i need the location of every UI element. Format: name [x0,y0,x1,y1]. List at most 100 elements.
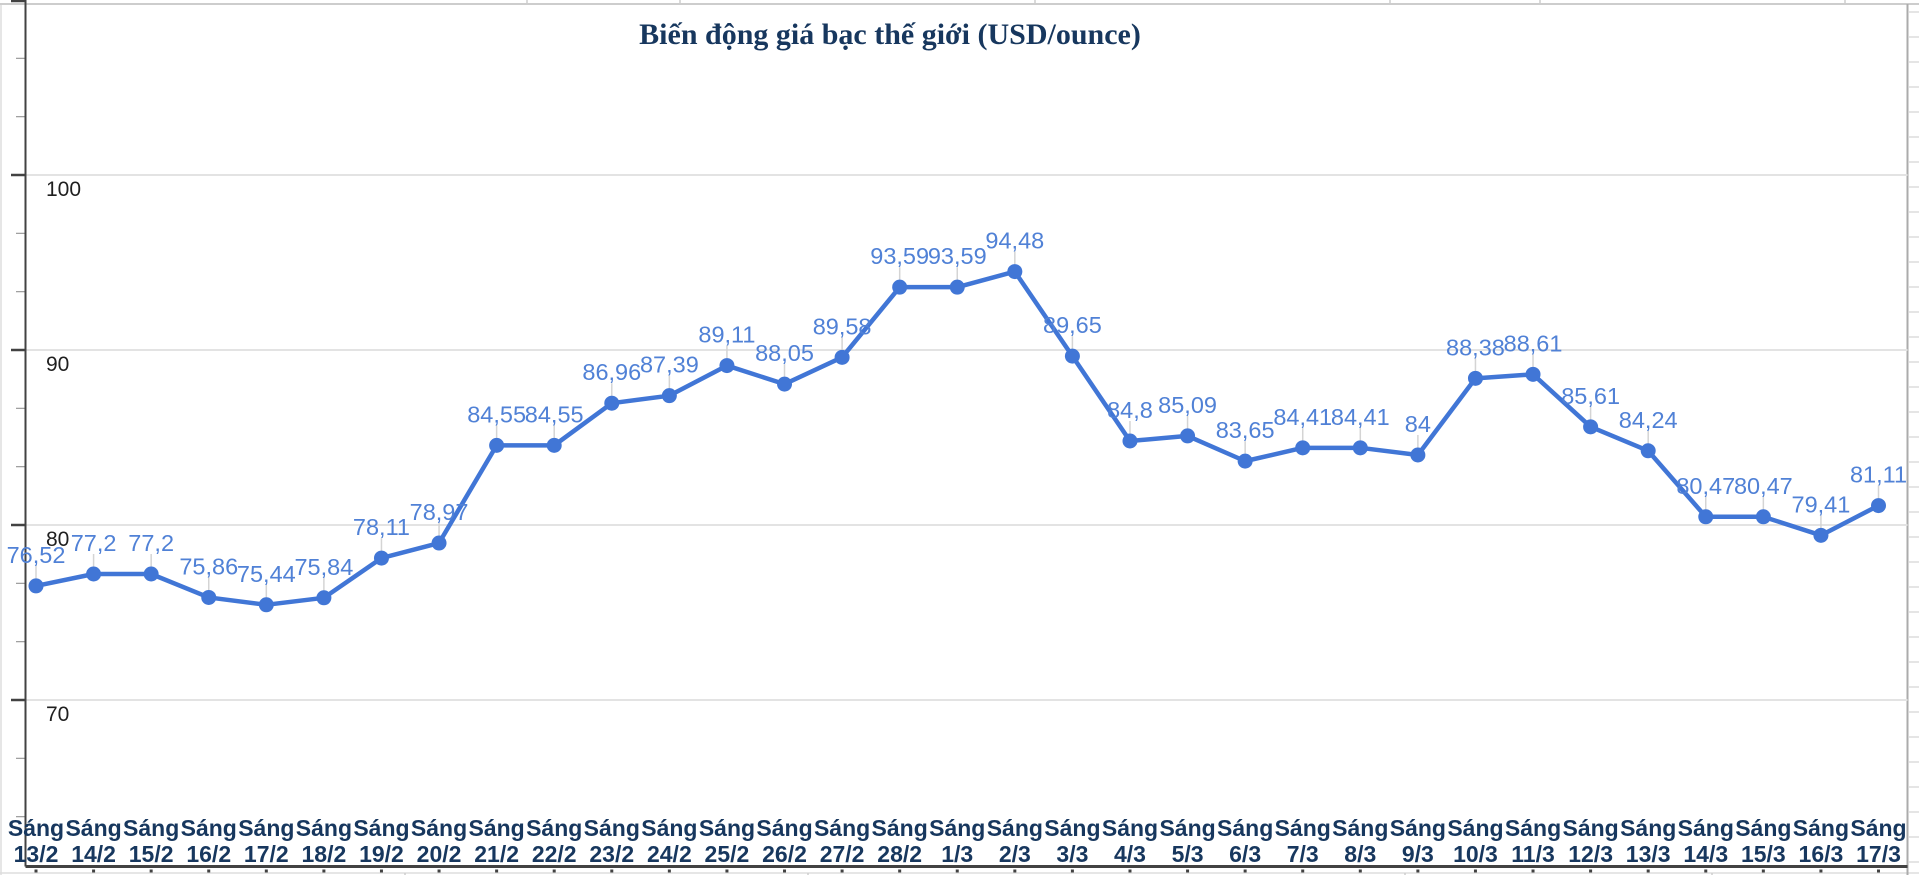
data-point-label: 84,55 [525,401,584,427]
x-tick-dot [840,869,844,873]
x-tick-dot [1416,869,1420,873]
data-point-marker [719,358,735,374]
data-point-marker [1698,509,1714,525]
x-tick-dot [264,869,268,873]
x-category-label: Sáng 15/2 [123,815,179,867]
chart-title: Biến động giá bạc thế giới (USD/ounce) [639,18,1141,51]
data-point-label: 89,65 [1043,312,1102,338]
data-point-label: 79,41 [1792,491,1851,517]
x-tick-dot [610,869,614,873]
x-tick-dot [1819,869,1823,873]
data-point-marker [316,590,332,606]
y-tick-label: 100 [46,178,81,201]
x-category-label: Sáng 1/3 [929,815,985,867]
data-point-marker [949,279,965,295]
y-tick-label: 70 [46,703,69,726]
data-point-label: 80,47 [1676,473,1735,499]
data-point-marker [604,395,620,411]
x-category-label: Sáng 17/2 [238,815,294,867]
x-tick-dot [1761,869,1765,873]
x-category-label: Sáng 19/2 [353,815,409,867]
x-tick-dot [437,869,441,873]
data-point-label: 87,39 [640,352,699,378]
x-tick-dot [783,869,787,873]
x-tick-dot [1646,869,1650,873]
data-point-marker [1237,453,1253,469]
data-point-label: 93,59 [928,243,987,269]
x-category-label: Sáng 11/3 [1505,815,1561,867]
x-tick-dot [955,869,959,873]
x-tick-dot [34,869,38,873]
x-category-label: Sáng 12/3 [1562,815,1618,867]
data-point-marker [1525,366,1541,382]
data-point-label: 88,05 [755,340,814,366]
data-point-label: 78,97 [410,499,469,525]
data-point-marker [1813,527,1829,543]
x-category-label: Sáng 17/3 [1850,815,1906,867]
y-tick-label: 80 [46,528,69,551]
data-point-marker [546,437,562,453]
x-category-label: Sáng 26/2 [756,815,812,867]
data-point-marker [86,566,102,582]
data-point-marker [1410,447,1426,463]
data-point-label: 89,58 [813,313,872,339]
x-category-label: Sáng 4/3 [1102,815,1158,867]
x-tick-dot [1704,869,1708,873]
x-tick-dot [1013,869,1017,873]
x-tick-dot [1301,869,1305,873]
data-point-marker [1640,443,1656,459]
data-point-label: 80,47 [1734,473,1793,499]
x-category-label: Sáng 2/3 [987,815,1043,867]
data-point-marker [1352,440,1368,456]
x-tick-dot [1473,869,1477,873]
x-category-label: Sáng 6/3 [1217,815,1273,867]
x-category-label: Sáng 13/3 [1620,815,1676,867]
x-category-label: Sáng 22/2 [526,815,582,867]
x-category-label: Sáng 7/3 [1275,815,1331,867]
x-tick-dot [1243,869,1247,873]
data-point-label: 78,11 [353,514,410,540]
x-category-label: Sáng 15/3 [1735,815,1791,867]
data-point-label: 88,38 [1446,334,1505,360]
data-point-label: 77,2 [128,530,174,556]
x-tick-dot [552,869,556,873]
data-point-label: 84 [1405,411,1431,437]
x-category-label: Sáng 25/2 [699,815,755,867]
data-point-marker [201,589,217,605]
x-tick-dot [1531,869,1535,873]
x-category-label: Sáng 16/3 [1793,815,1849,867]
y-tick-label: 90 [46,353,69,376]
data-point-label: 77,2 [71,530,117,556]
data-point-marker [1064,348,1080,364]
x-tick-dot [1186,869,1190,873]
data-point-label: 85,09 [1158,392,1217,418]
x-category-label: Sáng 5/3 [1159,815,1215,867]
data-point-marker [1295,440,1311,456]
x-category-label: Sáng 27/2 [814,815,870,867]
data-point-label: 81,11 [1850,462,1907,488]
data-point-marker [661,388,677,404]
x-tick-dot [667,869,671,873]
x-tick-dot [207,869,211,873]
x-category-label: Sáng 13/2 [8,815,64,867]
data-point-marker [373,550,389,566]
data-point-label: 85,61 [1561,383,1620,409]
data-point-label: 84,41 [1273,404,1332,430]
x-tick-dot [322,869,326,873]
data-point-label: 94,48 [985,228,1044,254]
x-category-label: Sáng 10/3 [1447,815,1503,867]
data-point-label: 88,61 [1504,330,1563,356]
data-point-label: 84,41 [1331,404,1390,430]
x-category-label: Sáng 24/2 [641,815,697,867]
data-point-label: 93,59 [870,243,929,269]
data-point-marker [892,279,908,295]
x-tick-dot [1589,869,1593,873]
data-point-marker [1122,433,1138,449]
data-point-label: 83,65 [1216,417,1275,443]
data-point-marker [777,376,793,392]
x-tick-dot [898,869,902,873]
data-point-marker [1180,428,1196,444]
